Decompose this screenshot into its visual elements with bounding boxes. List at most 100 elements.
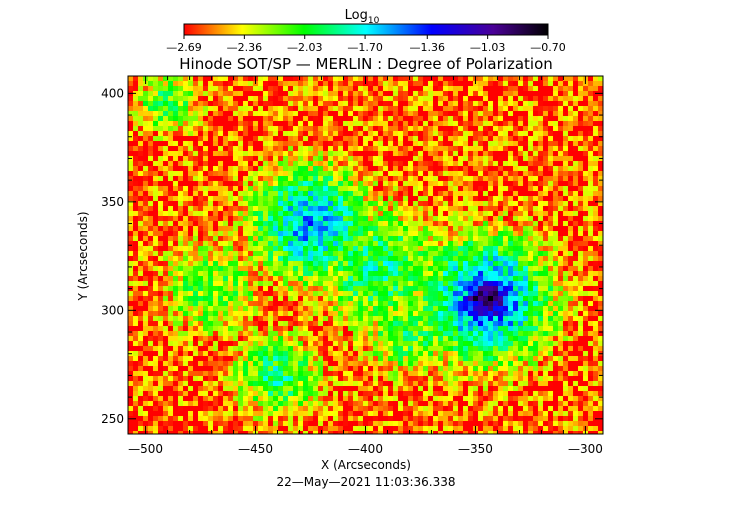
- heatmap-cell: [493, 301, 498, 306]
- heatmap-cell: [448, 81, 453, 86]
- heatmap-cell: [533, 126, 538, 131]
- heatmap-cell: [453, 121, 458, 126]
- heatmap-cell: [153, 331, 158, 336]
- heatmap-cell: [238, 141, 243, 146]
- heatmap-cell: [408, 111, 413, 116]
- heatmap-cell: [258, 216, 263, 221]
- heatmap-cell: [283, 256, 288, 261]
- heatmap-cell: [203, 226, 208, 231]
- heatmap-cell: [363, 301, 368, 306]
- heatmap-cell: [488, 166, 493, 171]
- colorbar-title-subscript: 10: [368, 16, 380, 26]
- heatmap-cell: [558, 76, 563, 81]
- heatmap-cell: [223, 256, 228, 261]
- heatmap-cell: [588, 216, 593, 221]
- heatmap-cell: [578, 151, 583, 156]
- heatmap-cell: [148, 216, 153, 221]
- heatmap-cell: [378, 236, 383, 241]
- heatmap-cell: [153, 191, 158, 196]
- heatmap-cell: [163, 226, 168, 231]
- heatmap-cell: [138, 106, 143, 111]
- heatmap-cell: [268, 201, 273, 206]
- heatmap-cell: [368, 241, 373, 246]
- heatmap-cell: [573, 306, 578, 311]
- heatmap-cell: [258, 161, 263, 166]
- heatmap-cell: [178, 176, 183, 181]
- heatmap-cell: [218, 251, 223, 256]
- heatmap-cell: [588, 76, 593, 81]
- heatmap-cell: [223, 166, 228, 171]
- heatmap-cell: [453, 86, 458, 91]
- heatmap-cell: [523, 171, 528, 176]
- heatmap-cell: [403, 281, 408, 286]
- heatmap-cell: [488, 211, 493, 216]
- heatmap-cell: [308, 201, 313, 206]
- heatmap-cell: [583, 331, 588, 336]
- heatmap-cell: [593, 241, 598, 246]
- heatmap-cell: [188, 296, 193, 301]
- heatmap-cell: [158, 331, 163, 336]
- heatmap-cell: [428, 306, 433, 311]
- heatmap-cell: [283, 321, 288, 326]
- heatmap-cell: [508, 131, 513, 136]
- heatmap-cell: [163, 326, 168, 331]
- heatmap-cell: [428, 216, 433, 221]
- heatmap-cell: [298, 166, 303, 171]
- heatmap-cell: [518, 186, 523, 191]
- heatmap-cell: [193, 316, 198, 321]
- heatmap-cell: [408, 331, 413, 336]
- heatmap-cell: [353, 136, 358, 141]
- heatmap-cell: [483, 326, 488, 331]
- heatmap-cell: [543, 326, 548, 331]
- heatmap-cell: [398, 236, 403, 241]
- heatmap-cell: [398, 316, 403, 321]
- heatmap-cell: [558, 146, 563, 151]
- heatmap-cell: [553, 211, 558, 216]
- heatmap-cell: [178, 251, 183, 256]
- heatmap-cell: [408, 191, 413, 196]
- heatmap-cell: [153, 176, 158, 181]
- heatmap-cell: [248, 116, 253, 121]
- heatmap-cell: [393, 251, 398, 256]
- heatmap-cell: [498, 76, 503, 81]
- heatmap-cell: [258, 226, 263, 231]
- heatmap-cell: [418, 121, 423, 126]
- heatmap-cell: [328, 241, 333, 246]
- heatmap-cell: [353, 81, 358, 86]
- heatmap-cell: [213, 201, 218, 206]
- heatmap-cell: [258, 166, 263, 171]
- heatmap-cell: [143, 291, 148, 296]
- heatmap-cell: [463, 251, 468, 256]
- heatmap-cell: [358, 206, 363, 211]
- heatmap-cell: [268, 281, 273, 286]
- heatmap-cell: [448, 196, 453, 201]
- heatmap-cell: [313, 121, 318, 126]
- heatmap-cell: [168, 256, 173, 261]
- heatmap-cell: [538, 126, 543, 131]
- heatmap-cell: [533, 141, 538, 146]
- heatmap-cell: [443, 151, 448, 156]
- heatmap-cell: [263, 201, 268, 206]
- heatmap-cell: [438, 231, 443, 236]
- heatmap-cell: [518, 76, 523, 81]
- heatmap-cell: [293, 321, 298, 326]
- heatmap-cell: [258, 191, 263, 196]
- heatmap-cell: [288, 236, 293, 241]
- heatmap-cell: [258, 76, 263, 81]
- heatmap-cell: [408, 211, 413, 216]
- heatmap-cell: [268, 316, 273, 321]
- heatmap-cell: [378, 116, 383, 121]
- heatmap-cell: [523, 296, 528, 301]
- heatmap-cell: [318, 186, 323, 191]
- heatmap-cell: [568, 326, 573, 331]
- heatmap-cell: [538, 256, 543, 261]
- heatmap-cell: [593, 296, 598, 301]
- heatmap-cell: [408, 131, 413, 136]
- heatmap-cell: [498, 291, 503, 296]
- heatmap-cell: [153, 276, 158, 281]
- heatmap-cell: [428, 176, 433, 181]
- heatmap-cell: [518, 261, 523, 266]
- heatmap-cell: [263, 171, 268, 176]
- heatmap-cell: [248, 131, 253, 136]
- heatmap-cell: [153, 171, 158, 176]
